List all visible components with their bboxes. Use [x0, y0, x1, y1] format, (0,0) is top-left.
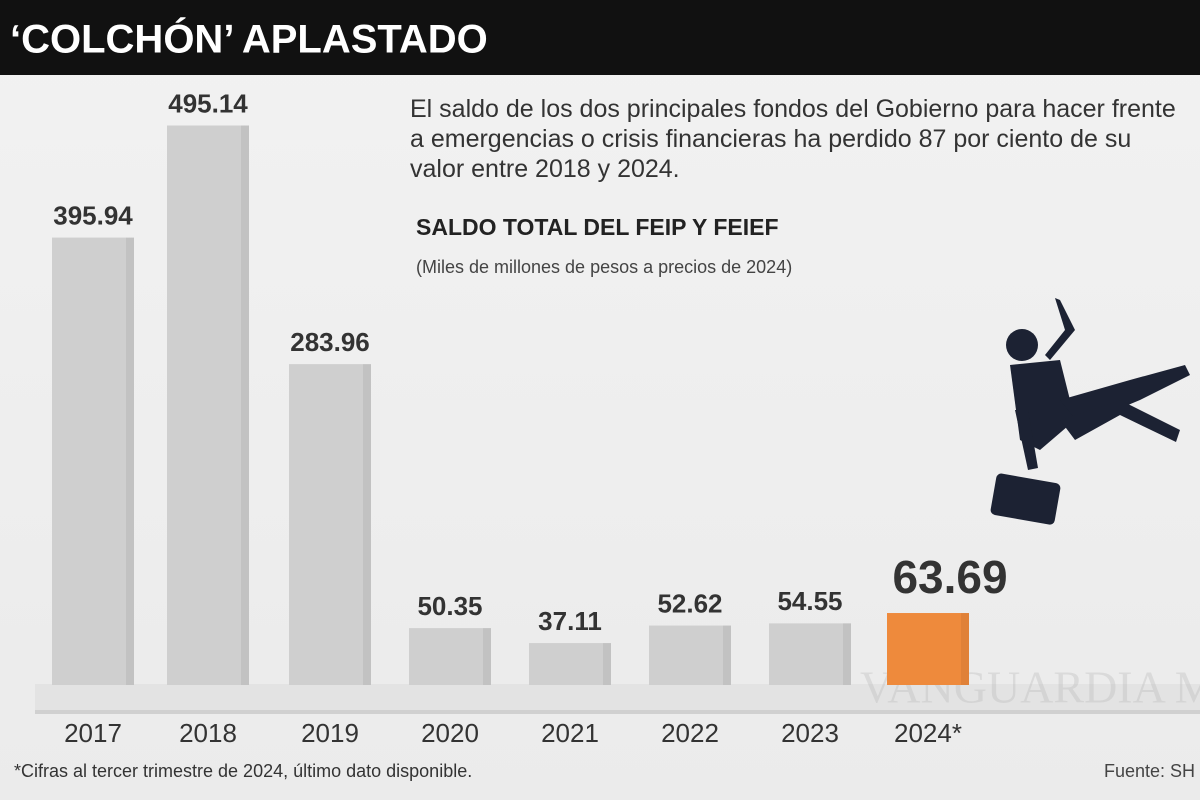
bar: [769, 623, 851, 685]
x-tick-label: 2023: [781, 718, 839, 748]
value-label: 63.69: [892, 551, 1007, 603]
bar-shade: [483, 628, 491, 685]
x-tick-label: 2018: [179, 718, 237, 748]
chart-heading: SALDO TOTAL DEL FEIP Y FEIEF: [416, 214, 779, 240]
chart-title: ‘COLCHÓN’ APLASTADO: [10, 16, 488, 62]
bar: [167, 125, 249, 685]
bar-shade: [603, 643, 611, 685]
description: El saldo de los dos principales fondos d…: [410, 95, 1176, 183]
value-label: 283.96: [290, 327, 370, 357]
bar: [409, 628, 491, 685]
bar-shade: [241, 125, 249, 685]
x-tick-label: 2020: [421, 718, 479, 748]
bar: [52, 237, 134, 685]
value-label: 50.35: [417, 591, 482, 621]
value-label: 37.11: [538, 606, 602, 636]
value-label: 495.14: [168, 88, 248, 118]
x-tick-label: 2017: [64, 718, 122, 748]
x-tick-label: 2024*: [894, 718, 962, 748]
x-tick-label: 2022: [661, 718, 719, 748]
bar: [887, 613, 969, 685]
bar-shade: [723, 625, 731, 685]
value-label: 54.55: [777, 586, 842, 616]
value-label: 395.94: [53, 200, 133, 230]
header-bar: [0, 0, 1200, 75]
bar: [649, 625, 731, 685]
source: Fuente: SH: [1104, 761, 1195, 781]
platform-edge: [35, 710, 1200, 714]
bar-shade: [126, 237, 134, 685]
illustration: [990, 298, 1190, 525]
x-tick-label: 2021: [541, 718, 599, 748]
bar: [529, 643, 611, 685]
note: *Cifras al tercer trimestre de 2024, últ…: [14, 761, 472, 781]
bar-shade: [843, 623, 851, 685]
x-tick-label: 2019: [301, 718, 359, 748]
bar: [289, 364, 371, 685]
bar-shade: [961, 613, 969, 685]
platform: [35, 684, 1200, 714]
value-label: 52.62: [657, 588, 722, 618]
subtitle: (Miles de millones de pesos a precios de…: [416, 257, 793, 277]
bar-shade: [363, 364, 371, 685]
